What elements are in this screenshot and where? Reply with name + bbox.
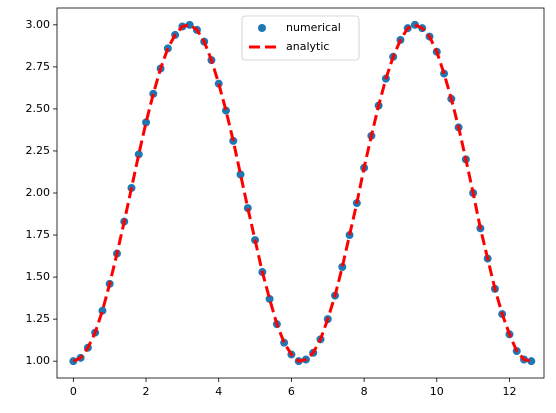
legend-box bbox=[241, 15, 360, 61]
y-tick-label: 1.50 bbox=[26, 270, 51, 283]
data-point bbox=[338, 263, 347, 271]
x-tick-label: 10 bbox=[430, 385, 444, 398]
legend: numerical analytic bbox=[241, 15, 360, 61]
data-point bbox=[134, 150, 143, 159]
plot-frame bbox=[56, 7, 545, 379]
y-tick-label: 2.75 bbox=[26, 60, 51, 73]
y-tick-label: 1.00 bbox=[26, 354, 51, 367]
x-tick-label: 12 bbox=[502, 385, 516, 398]
data-point bbox=[236, 170, 245, 179]
x-tick-label: 2 bbox=[143, 385, 150, 398]
line bbox=[72, 23, 532, 363]
y-tick-label: 2.50 bbox=[26, 102, 51, 115]
y-tick-label: 3.00 bbox=[26, 18, 51, 31]
x-tick-label: 0 bbox=[70, 385, 77, 398]
data-point bbox=[243, 204, 252, 213]
legend-label: numerical bbox=[286, 21, 341, 34]
y-tick-label: 2.00 bbox=[26, 186, 51, 199]
y-tick-label: 1.75 bbox=[26, 228, 51, 241]
y-tick-label: 2.25 bbox=[26, 144, 51, 157]
x-tick-label: 8 bbox=[361, 385, 368, 398]
legend-marker bbox=[258, 24, 266, 32]
legend-label: analytic bbox=[286, 40, 329, 53]
x-tick-label: 6 bbox=[288, 385, 295, 398]
x-tick-label: 4 bbox=[215, 385, 222, 398]
y-tick-label: 1.25 bbox=[26, 312, 51, 325]
